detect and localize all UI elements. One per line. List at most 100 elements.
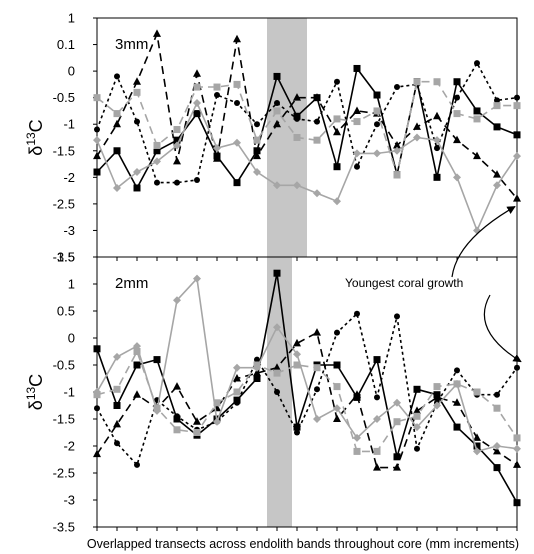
series-line <box>96 277 518 453</box>
data-point <box>374 394 380 401</box>
data-point <box>193 274 201 283</box>
data-point <box>413 122 421 130</box>
data-point <box>353 390 361 398</box>
data-point <box>93 388 101 396</box>
data-point <box>113 110 121 118</box>
data-point <box>233 138 241 147</box>
data-point <box>93 94 101 102</box>
data-point <box>114 440 120 447</box>
y-tick-label: 0 <box>68 64 75 79</box>
data-point <box>514 364 520 371</box>
y-tick-label: -3 <box>63 493 75 508</box>
data-point <box>213 83 221 91</box>
data-point <box>133 342 141 351</box>
data-point <box>294 115 300 122</box>
data-point <box>273 107 281 115</box>
data-point <box>273 269 281 277</box>
data-point <box>213 154 221 162</box>
data-point <box>333 163 341 171</box>
data-point <box>374 121 380 128</box>
data-point <box>333 197 341 206</box>
data-point <box>133 168 141 177</box>
data-point <box>233 363 241 372</box>
y-tick-label: -2.5 <box>53 196 75 211</box>
y-tick-label: -1 <box>63 385 75 400</box>
data-point <box>373 149 381 158</box>
data-point <box>454 367 460 374</box>
data-point <box>353 149 361 158</box>
data-point <box>133 77 141 85</box>
y-tick-label: 1 <box>68 11 75 26</box>
data-point <box>194 176 200 183</box>
series-black-dashed-triangle <box>93 328 521 471</box>
data-point <box>313 189 321 198</box>
y-tick-label: 0.5 <box>57 304 75 319</box>
data-point <box>193 83 201 91</box>
data-point <box>93 345 101 353</box>
series-line <box>96 272 518 504</box>
annotation-text: Youngest coral growth <box>345 276 463 290</box>
data-point <box>293 134 301 141</box>
data-point <box>513 434 521 442</box>
data-point <box>94 126 100 133</box>
y-tick-label: -1.5 <box>53 412 75 427</box>
panel-label: 2mm <box>115 275 148 292</box>
data-point <box>133 390 141 398</box>
data-point <box>173 382 181 390</box>
data-point <box>493 442 501 450</box>
data-point <box>334 329 340 336</box>
data-point <box>433 78 441 86</box>
series-line <box>96 67 518 189</box>
data-point <box>453 110 461 118</box>
data-point <box>173 141 181 150</box>
data-point <box>393 140 401 149</box>
data-point <box>253 363 261 372</box>
series-gray-solid-diamond <box>93 98 521 235</box>
data-point <box>494 97 500 104</box>
data-point <box>254 121 260 128</box>
data-point <box>513 499 521 507</box>
data-point <box>213 144 221 153</box>
data-point <box>453 78 461 86</box>
data-point <box>314 118 320 125</box>
data-point <box>453 379 461 388</box>
data-point <box>453 423 461 431</box>
data-point <box>94 405 100 412</box>
data-point <box>513 194 521 202</box>
data-point <box>493 123 501 131</box>
annotation-arrow <box>451 206 516 278</box>
data-point <box>354 163 360 170</box>
data-point <box>193 98 201 107</box>
data-point <box>213 417 221 426</box>
data-point <box>293 361 301 369</box>
data-point <box>274 99 280 106</box>
data-point <box>494 391 500 398</box>
data-point <box>413 385 421 393</box>
data-point <box>433 136 441 145</box>
data-point <box>473 115 481 123</box>
data-point <box>173 126 181 134</box>
data-point <box>293 93 301 101</box>
y-tick-label: -0.5 <box>53 90 75 105</box>
data-point <box>233 179 241 187</box>
data-point <box>353 433 361 442</box>
data-point <box>273 369 281 377</box>
data-point <box>113 402 121 409</box>
data-point <box>273 363 281 371</box>
data-point <box>233 388 241 396</box>
data-point <box>273 72 281 80</box>
data-point <box>353 106 361 114</box>
data-point <box>173 136 181 144</box>
data-point <box>513 102 521 110</box>
data-point <box>113 385 121 393</box>
data-point <box>153 141 161 149</box>
data-point <box>493 446 501 455</box>
data-point <box>254 356 260 363</box>
annotation-group: Youngest coral growth <box>345 206 522 363</box>
data-point <box>313 136 321 144</box>
data-point <box>193 429 201 436</box>
data-point <box>513 444 521 453</box>
data-point <box>153 406 161 415</box>
data-point <box>153 29 161 37</box>
